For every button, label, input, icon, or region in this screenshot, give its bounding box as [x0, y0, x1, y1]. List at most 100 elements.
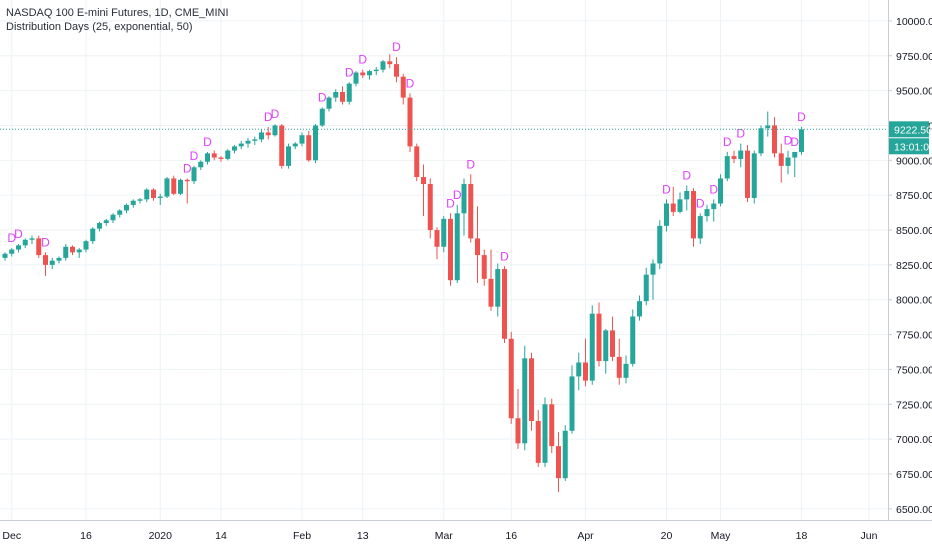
candle: [225, 149, 231, 161]
candle: [191, 165, 197, 185]
candle-body: [407, 97, 413, 147]
candle: [758, 125, 764, 157]
candle: [387, 54, 393, 69]
price-tick-label: 7000.00: [896, 434, 932, 446]
candle-body: [22, 239, 28, 246]
candle-body: [124, 204, 129, 211]
candle: [731, 150, 737, 164]
candle: [637, 295, 642, 321]
candle-body: [130, 200, 136, 205]
candle-body: [387, 61, 393, 65]
candle-body: [333, 92, 339, 98]
distribution-day-marker: D: [7, 231, 16, 245]
candle-body: [468, 184, 474, 239]
candle: [711, 199, 717, 222]
candle: [360, 69, 366, 79]
candle: [9, 248, 15, 257]
candle: [475, 206, 480, 284]
price-tick-label: 6750.00: [896, 469, 932, 481]
candle-body: [461, 184, 467, 214]
candle: [130, 199, 136, 208]
candle: [556, 432, 561, 493]
candle: [29, 235, 35, 244]
candle: [16, 243, 21, 253]
candle: [481, 249, 487, 286]
candle-body: [29, 238, 35, 240]
candle-body: [448, 218, 453, 281]
candle: [664, 199, 669, 232]
candle-body: [718, 178, 723, 204]
candle: [232, 144, 237, 154]
candle: [610, 316, 615, 362]
candle-body: [191, 167, 197, 182]
candle-body: [454, 213, 460, 281]
candle-body: [218, 157, 224, 159]
candle: [97, 221, 102, 232]
candle: [529, 352, 534, 431]
candle: [427, 178, 433, 239]
candle: [569, 365, 575, 434]
candle-body: [286, 146, 291, 166]
time-tick-label: Mar: [435, 530, 454, 542]
distribution-day-marker: D: [736, 127, 745, 141]
candle: [313, 124, 318, 164]
candle: [684, 185, 690, 211]
symbol-title: NASDAQ 100 E-mini Futures, 1D, CME_MINI: [6, 7, 229, 19]
chart-legend: NASDAQ 100 E-mini Futures, 1D, CME_MINI …: [6, 6, 229, 34]
candle: [596, 302, 602, 367]
candle-body: [778, 153, 784, 166]
candle-body: [400, 76, 406, 98]
candle: [205, 151, 210, 165]
candle: [306, 131, 312, 162]
candle-body: [414, 146, 420, 178]
candle-body: [738, 150, 744, 159]
candle-body: [643, 274, 649, 302]
candle: [502, 266, 507, 343]
candle: [583, 338, 588, 387]
candle-body: [758, 128, 764, 154]
candle-body: [353, 72, 359, 84]
candle-body: [630, 316, 636, 364]
candle-body: [616, 356, 622, 378]
candle: [259, 129, 264, 143]
time-tick-label: 13: [357, 530, 369, 542]
candle: [346, 82, 352, 105]
candle-body: [670, 203, 676, 212]
candle-body: [313, 125, 318, 161]
candle-body: [211, 153, 217, 158]
candle-body: [488, 278, 494, 307]
candle-body: [596, 313, 602, 362]
candle: [380, 59, 386, 73]
candle-body: [49, 260, 55, 265]
candle-body: [421, 177, 426, 185]
candle: [792, 151, 798, 178]
time-tick-label: 18: [796, 530, 808, 542]
candle-body: [157, 196, 163, 198]
price-tick-label: 8750.00: [896, 190, 932, 202]
candle-body: [56, 257, 62, 261]
candle: [697, 213, 703, 244]
candle: [265, 126, 271, 140]
candle-body: [549, 404, 555, 447]
candles: [2, 54, 804, 493]
candle: [522, 345, 528, 451]
candle: [76, 248, 82, 258]
candle: [2, 252, 8, 261]
candle-body: [225, 150, 231, 159]
candle: [373, 66, 379, 76]
time-tick-label: 20: [661, 530, 673, 542]
distribution-day-marker: D: [682, 168, 691, 182]
candle-body: [792, 151, 798, 158]
distribution-day-marker: D: [784, 134, 793, 148]
candle-body: [495, 269, 501, 307]
candle: [670, 186, 676, 217]
candle: [198, 160, 204, 171]
candle: [454, 204, 460, 284]
candle: [603, 329, 609, 374]
price-tick-label: 9000.00: [896, 155, 932, 167]
candle: [367, 69, 372, 80]
candle-body: [745, 150, 750, 198]
